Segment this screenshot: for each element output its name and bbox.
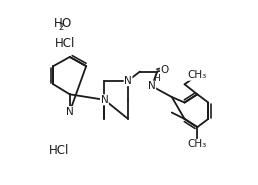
Text: N: N <box>66 107 74 117</box>
Text: O: O <box>160 65 169 75</box>
Text: HCl: HCl <box>55 37 76 50</box>
Text: N: N <box>124 76 132 86</box>
Text: N: N <box>101 95 108 105</box>
Text: N: N <box>148 81 156 91</box>
Text: CH₃: CH₃ <box>188 139 207 149</box>
Text: 2: 2 <box>59 23 64 32</box>
Text: HCl: HCl <box>49 144 69 157</box>
Text: H: H <box>53 17 62 30</box>
Text: O: O <box>62 17 71 30</box>
Text: CH₃: CH₃ <box>188 70 207 80</box>
Text: H: H <box>153 74 159 83</box>
